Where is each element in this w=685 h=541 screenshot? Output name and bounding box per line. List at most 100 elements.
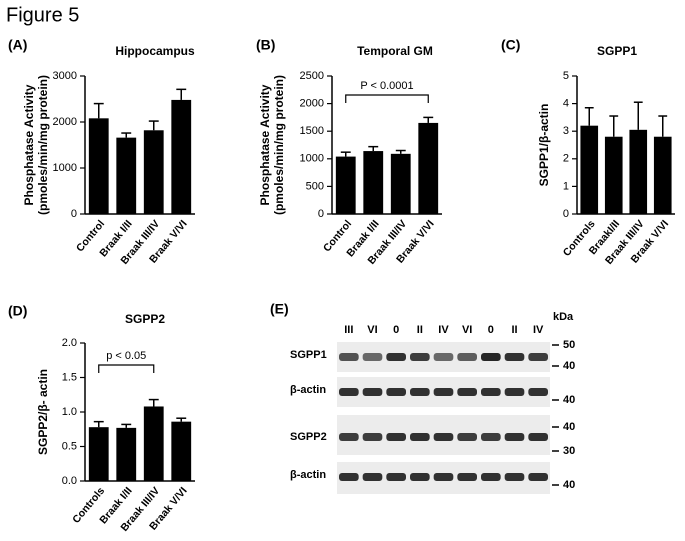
lane-label: III: [344, 324, 353, 336]
lane-label: IV: [533, 324, 544, 336]
bar: [88, 118, 109, 214]
blot-band: [433, 353, 454, 361]
blot-band: [504, 473, 525, 481]
blot-band: [481, 473, 501, 481]
y-tick-label: 2.0: [62, 337, 77, 349]
lane-label: 0: [393, 324, 399, 336]
blot-band: [410, 433, 430, 441]
blot-band: [410, 473, 430, 481]
blot-band: [504, 388, 525, 396]
blot-band: [362, 388, 383, 396]
blot-band: [362, 433, 383, 441]
blot-band: [362, 473, 383, 481]
y-tick-label: 1.0: [62, 406, 77, 418]
bar: [335, 156, 356, 214]
bar: [363, 151, 384, 214]
panel-label: (A): [8, 37, 27, 53]
row-label: β-actin: [290, 384, 326, 396]
y-tick-label: 1000: [300, 153, 324, 165]
figure-title: Figure 5: [6, 4, 79, 26]
bar: [390, 153, 411, 214]
lane-label: 0: [488, 324, 494, 336]
blot-band: [481, 388, 501, 396]
bar: [171, 421, 192, 481]
blot-band: [457, 473, 477, 481]
y-tick-label: 1000: [53, 162, 77, 174]
chart-title: Temporal GM: [357, 44, 433, 58]
blot-band: [339, 433, 359, 441]
bar: [418, 122, 439, 214]
chart-title: SGPP2: [125, 312, 165, 326]
y-tick-label: 0: [563, 208, 569, 220]
y-tick-label: 2000: [53, 116, 77, 128]
row-label: SGPP1: [290, 349, 327, 361]
lane-label: II: [511, 324, 517, 336]
row-label: SGPP2: [290, 431, 327, 443]
y-axis-label: (pmoles/min/mg protein): [36, 75, 50, 215]
y-tick-label: 500: [306, 180, 324, 192]
bar: [171, 99, 192, 214]
y-tick-label: 2: [563, 153, 569, 165]
blot-band: [457, 388, 477, 396]
blot-band: [410, 388, 430, 396]
y-axis-label: SGPP2/β- actin: [36, 369, 50, 455]
marker-label: 40: [563, 394, 575, 406]
y-tick-label: 1500: [300, 125, 324, 137]
marker-label: 40: [563, 479, 575, 491]
panel-label: (C): [501, 37, 520, 53]
blot-band: [504, 433, 525, 441]
chart-title: Hippocampus: [115, 44, 195, 58]
blot-band: [386, 388, 406, 396]
lane-label: II: [417, 324, 423, 336]
y-tick-label: 5: [563, 70, 569, 82]
blot-band: [386, 433, 406, 441]
y-tick-label: 2000: [300, 98, 324, 110]
y-tick-label: 1.5: [62, 371, 77, 383]
bar: [116, 137, 137, 214]
y-tick-label: 0.0: [62, 475, 77, 487]
panel-label: (B): [256, 37, 275, 53]
panel-label: (E): [270, 301, 289, 317]
blot-band: [433, 473, 454, 481]
blot-band: [362, 353, 383, 361]
significance-bracket: [98, 364, 155, 373]
y-tick-label: 0: [71, 208, 77, 220]
blot-band: [457, 353, 477, 361]
bar: [88, 427, 109, 481]
blot-band: [528, 353, 548, 361]
y-axis-label: SGPP1/β-actin: [537, 104, 551, 187]
unit-label: kDa: [553, 311, 574, 323]
blot-band: [339, 353, 359, 361]
y-tick-label: 0.5: [62, 440, 77, 452]
y-axis-label: Phosphatase Activity: [258, 84, 272, 205]
bar: [143, 406, 164, 481]
y-tick-label: 0: [318, 208, 324, 220]
marker-label: 30: [563, 445, 575, 457]
significance-label: p < 0.05: [106, 350, 146, 362]
row-label: β-actin: [290, 469, 326, 481]
lane-label: IV: [438, 324, 449, 336]
bar: [116, 427, 137, 481]
blot-band: [339, 388, 359, 396]
bar: [653, 136, 672, 214]
y-axis-label: Phosphatase Activity: [22, 84, 36, 205]
bar: [629, 129, 648, 214]
significance-bracket: [345, 94, 429, 103]
bar: [604, 136, 623, 214]
y-tick-label: 2500: [300, 70, 324, 82]
blot-band: [386, 353, 406, 361]
y-tick-label: 4: [563, 98, 569, 110]
blot-band: [386, 473, 406, 481]
blot-band: [433, 433, 454, 441]
panel-label: (D): [8, 303, 27, 319]
blot-band: [481, 353, 501, 361]
marker-label: 40: [563, 421, 575, 433]
marker-label: 50: [563, 339, 575, 351]
lane-label: VI: [367, 324, 377, 336]
blot-band: [433, 388, 454, 396]
blot-band: [528, 433, 548, 441]
blot-band: [457, 433, 477, 441]
y-axis-label: (pmoles/min/mg protein): [272, 75, 286, 215]
lane-label: VI: [462, 324, 472, 336]
